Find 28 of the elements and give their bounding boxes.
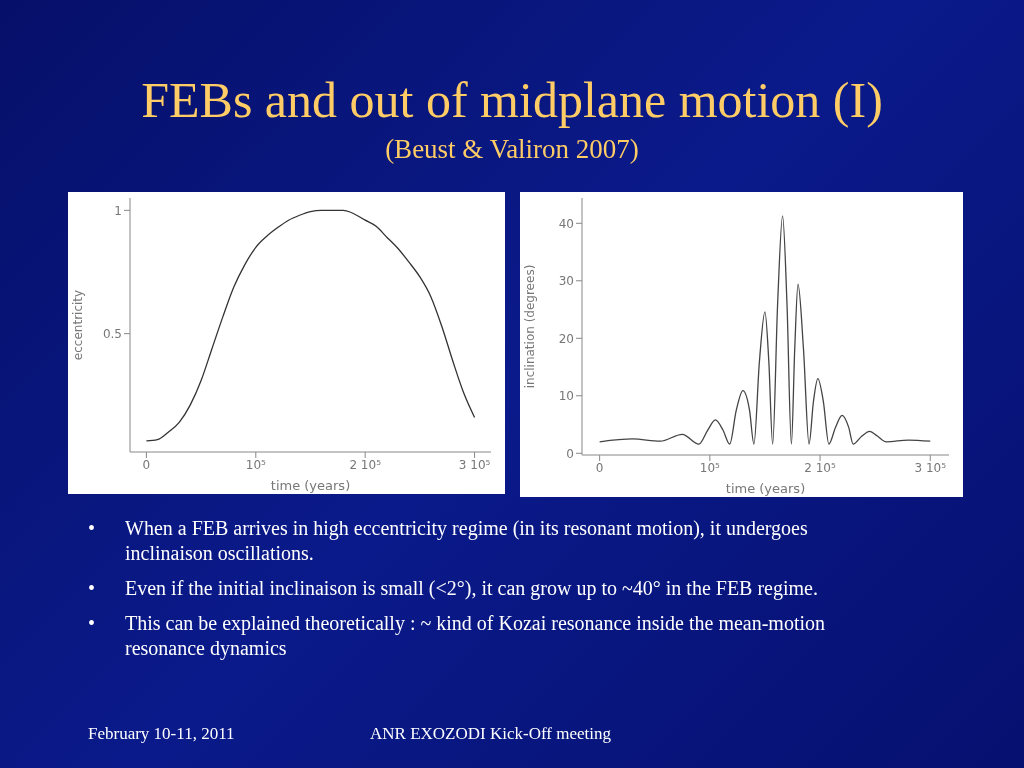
text: • When a FEB arrives in high eccentricity regime (in its resonant motion), it undergoes inclinaison oscillations.	[88, 517, 808, 564]
x-tick-label: 0	[142, 457, 151, 472]
x-tick-label: 0	[595, 460, 604, 475]
y-tick-label: 10	[558, 389, 574, 404]
text: ANR EXOZODI Kick-Off meeting	[370, 724, 611, 744]
text: • Even if the initial inclinaison is small (<2°), it can grow up to ~40° in the FEB regime.	[88, 577, 818, 599]
x-tick-label: 2 10⁵	[349, 457, 382, 472]
text: February 10-11, 2011	[88, 724, 235, 744]
x-tick-label: 2 10⁵	[804, 460, 837, 475]
text: • This can be explained theoretically : ~ kind of Kozai resonance inside the mean-motion resonance dynamics	[88, 612, 826, 659]
y-tick-label: 20	[558, 331, 574, 346]
x-axis-title: time (years)	[270, 478, 351, 493]
text: FEBs and out of midplane motion (I)	[140, 71, 884, 130]
text: (Beust & Valiron 2007)	[384, 133, 640, 166]
y-axis-title: eccentricity	[71, 289, 86, 361]
x-tick-label: 10⁵	[245, 457, 267, 472]
x-axis-title: time (years)	[725, 481, 806, 496]
line-series	[145, 209, 476, 442]
x-tick-label: 10⁵	[699, 460, 721, 475]
x-tick-label: 3 10⁵	[914, 460, 947, 475]
x-tick-label: 3 10⁵	[458, 457, 491, 472]
y-tick-label: 1	[114, 203, 122, 218]
y-axis-title: inclination (degrees)	[523, 264, 538, 389]
y-tick-label: 30	[558, 274, 574, 289]
line-series	[598, 215, 931, 445]
y-tick-label: 40	[558, 216, 574, 231]
y-tick-label: 0	[566, 446, 574, 461]
y-tick-label: 0.5	[102, 326, 122, 341]
